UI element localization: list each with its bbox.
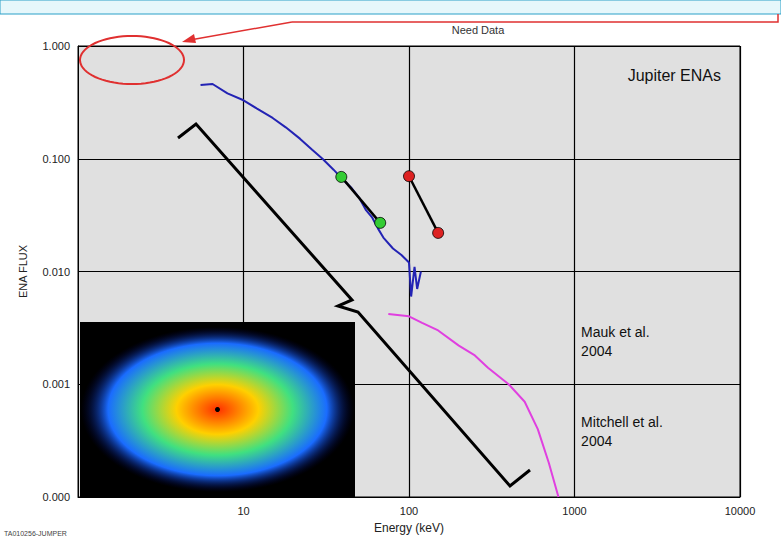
svg-text:0.001: 0.001 xyxy=(42,378,70,390)
svg-text:Mauk et al.: Mauk et al. xyxy=(581,324,649,340)
svg-text:2004: 2004 xyxy=(581,343,612,359)
svg-text:100: 100 xyxy=(400,505,418,517)
svg-text:10: 10 xyxy=(237,505,249,517)
svg-text:0.000: 0.000 xyxy=(42,491,70,503)
svg-text:1000: 1000 xyxy=(562,505,586,517)
svg-text:0.010: 0.010 xyxy=(42,266,70,278)
svg-text:TA010256-JUMPER: TA010256-JUMPER xyxy=(4,530,67,537)
svg-text:2004: 2004 xyxy=(581,433,612,449)
svg-text:Need Data: Need Data xyxy=(452,24,505,36)
svg-text:Mitchell et al.: Mitchell et al. xyxy=(581,414,663,430)
svg-text:10000: 10000 xyxy=(725,505,756,517)
svg-text:0.100: 0.100 xyxy=(42,153,70,165)
svg-text:Jupiter ENAs: Jupiter ENAs xyxy=(628,67,721,84)
svg-text:ENA FLUX: ENA FLUX xyxy=(17,244,29,298)
svg-text:Energy (keV): Energy (keV) xyxy=(374,521,444,535)
svg-text:1.000: 1.000 xyxy=(42,40,70,52)
